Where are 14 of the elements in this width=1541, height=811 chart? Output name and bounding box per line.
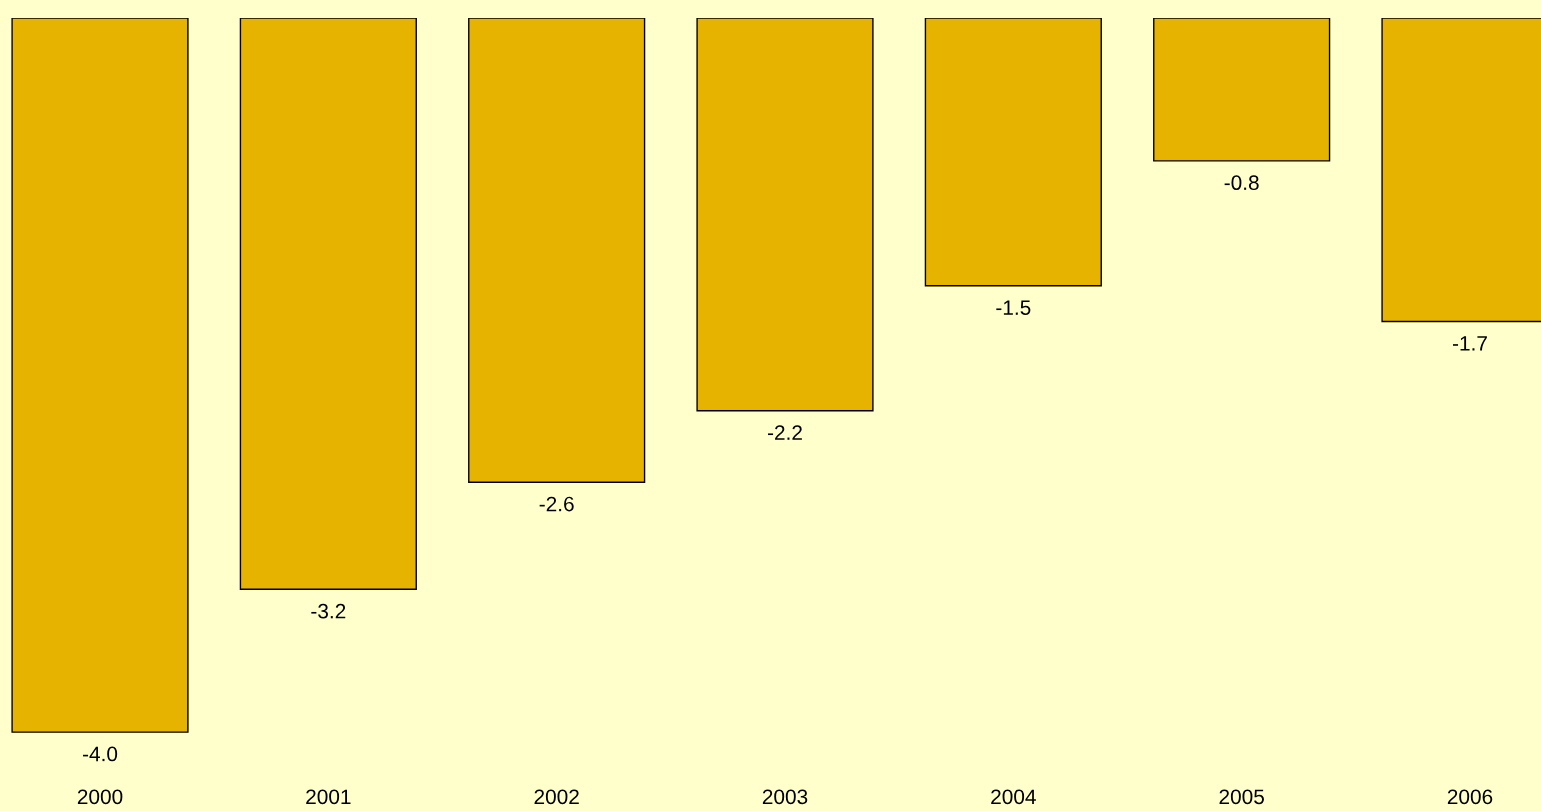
- data-label: -3.2: [311, 603, 346, 619]
- data-label: -0.8: [1224, 175, 1259, 191]
- x-tick-label: 2005: [1219, 789, 1264, 805]
- data-label: -2.6: [539, 496, 574, 512]
- x-tick-label: 2004: [991, 789, 1036, 805]
- x-tick-label: 2000: [77, 789, 123, 805]
- x-tick-label: 2006: [1447, 789, 1493, 805]
- data-label: -4.0: [82, 746, 118, 762]
- x-tick-label: 2003: [762, 789, 808, 805]
- data-label: -1.5: [996, 300, 1031, 315]
- x-tick-label: 2001: [306, 789, 351, 805]
- x-tick-label: 2002: [534, 789, 579, 805]
- data-label: -2.2: [767, 425, 802, 440]
- data-label: -1.7: [1452, 336, 1487, 351]
